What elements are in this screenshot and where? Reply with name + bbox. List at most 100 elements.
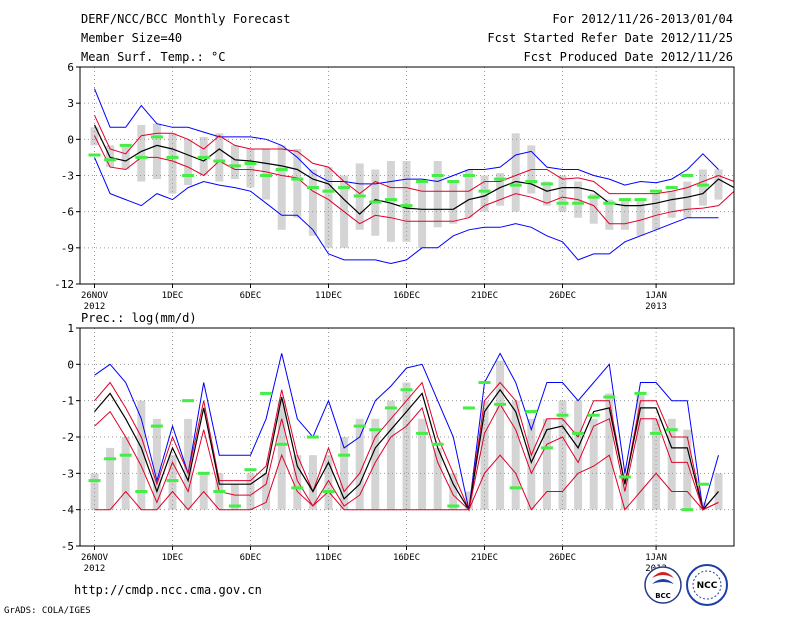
temp-box-day-13 [293, 148, 302, 218]
precip-box-day-13 [293, 455, 302, 510]
precip-line-p10 [94, 403, 719, 511]
precip-marker-day-27 [509, 486, 522, 490]
ncc-logo: NCC [686, 564, 728, 606]
temp-marker-day-6 [182, 174, 195, 177]
precip-marker-day-15 [322, 490, 335, 493]
precip-box-day-14 [308, 455, 317, 510]
precip-marker-day-32 [587, 413, 600, 417]
precip-line-p90 [94, 381, 719, 512]
forecast-period: For 2012/11/26-2013/01/04 [552, 12, 733, 26]
temp-xtick-label-2: 6DEC [240, 291, 262, 301]
bcc-logo-swirl-blue [652, 579, 674, 584]
grads-credit: GrADS: COLA/IGES [4, 606, 91, 616]
temp-ytick-label-0: 6 [67, 61, 74, 74]
temp-box-day-37 [667, 191, 676, 218]
bcc-logo-swirl-red [652, 572, 674, 578]
precip-marker-day-0 [88, 479, 101, 483]
temp-marker-day-21 [416, 180, 429, 184]
temp-marker-day-32 [587, 195, 600, 199]
precip-marker-day-26 [494, 402, 507, 406]
precip-marker-day-36 [650, 431, 663, 435]
precip-box-day-38 [683, 429, 692, 510]
temp-marker-day-12 [275, 167, 288, 171]
temp-marker-day-39 [696, 183, 709, 187]
precip-box-day-9 [230, 484, 239, 510]
precip-ytick-label-2: -1 [61, 395, 74, 408]
temp-box-day-20 [402, 161, 411, 242]
precip-box-day-33 [605, 393, 614, 510]
precip-box-day-28 [527, 418, 536, 510]
temp-box-day-21 [418, 181, 427, 248]
source-url[interactable]: http://cmdp.ncc.cma.gov.cn [74, 583, 262, 597]
precip-box-day-4 [152, 418, 161, 510]
temp-marker-day-10 [244, 161, 257, 165]
precip-marker-day-39 [696, 482, 709, 486]
precip-marker-day-16 [338, 453, 351, 457]
precip-marker-day-13 [291, 486, 304, 490]
precip-marker-day-23 [447, 504, 460, 508]
precip-marker-day-37 [665, 428, 678, 432]
temp-marker-day-0 [88, 153, 101, 157]
temp-box-day-12 [277, 145, 286, 230]
precip-box-day-29 [542, 418, 551, 510]
precip-xtick-label-2: 6DEC [240, 553, 262, 563]
temp-xtick-label-7: 1JAN [645, 291, 667, 301]
precip-marker-day-28 [525, 410, 538, 414]
temp-box-day-2 [121, 145, 130, 170]
precip-marker-day-22 [431, 442, 444, 446]
bcc-logo: BCC [644, 566, 682, 604]
precip-marker-day-10 [244, 468, 257, 472]
precip-box-day-26 [496, 360, 505, 510]
temp-marker-day-28 [525, 180, 538, 184]
temp-xtick-label-4: 16DEC [393, 291, 420, 301]
precip-marker-day-17 [353, 424, 366, 428]
ncc-logo-inner-ring [692, 570, 722, 600]
temp-box-day-33 [605, 199, 614, 230]
precip-line-mean [94, 388, 719, 512]
temp-marker-day-24 [462, 174, 475, 177]
precip-box-day-35 [636, 393, 645, 510]
precip-xtick-label-6: 26DEC [549, 553, 576, 563]
precip-marker-day-29 [540, 446, 553, 450]
temp-marker-day-27 [509, 183, 522, 187]
temp-marker-day-16 [338, 186, 351, 190]
temp-xtick-label-0: 26NOV [81, 291, 109, 301]
temp-xtick-label-5: 21DEC [471, 291, 498, 301]
temp-xtick-year-0: 2012 [84, 302, 106, 312]
temp-box-day-10 [246, 148, 255, 188]
precip-box-day-24 [464, 491, 473, 510]
precip-box-day-11 [262, 473, 271, 510]
temp-marker-day-35 [634, 198, 647, 202]
variable-label: Mean Surf. Temp.: °C [81, 50, 226, 64]
temp-marker-day-19 [384, 198, 397, 202]
precip-box-day-3 [137, 400, 146, 510]
precip-ytick-label-5: -4 [61, 504, 75, 517]
temp-marker-day-7 [197, 155, 210, 159]
temp-marker-day-23 [447, 180, 460, 184]
precip-ytick-label-4: -3 [61, 467, 74, 480]
temp-marker-day-4 [150, 135, 163, 139]
temp-ytick-label-1: 3 [67, 97, 74, 110]
temp-box-day-14 [308, 169, 317, 236]
figure-title: DERF/NCC/BCC Monthly Forecast [81, 12, 291, 26]
precip-box-day-10 [246, 473, 255, 510]
forecast-produced: Fcst Produced Date 2012/11/26 [523, 50, 733, 64]
precip-marker-day-20 [400, 388, 413, 392]
precip-box-day-25 [480, 400, 489, 510]
precip-xtick-label-7: 1JAN [645, 553, 667, 563]
temp-marker-day-13 [291, 177, 304, 181]
temp-marker-day-36 [650, 189, 663, 193]
bcc-logo-text: BCC [655, 592, 671, 600]
temp-box-day-38 [683, 181, 692, 218]
temp-box-day-24 [464, 169, 473, 218]
temp-marker-day-22 [431, 174, 444, 177]
precip-marker-day-8 [213, 490, 226, 493]
temp-marker-day-3 [135, 155, 148, 159]
precip-marker-day-4 [150, 424, 163, 428]
precip-box-day-30 [558, 400, 567, 510]
precip-ytick-label-0: 1 [67, 322, 74, 335]
temp-box-day-8 [215, 133, 224, 182]
precip-ytick-label-6: -5 [61, 540, 74, 553]
precip-box-day-32 [589, 418, 598, 510]
